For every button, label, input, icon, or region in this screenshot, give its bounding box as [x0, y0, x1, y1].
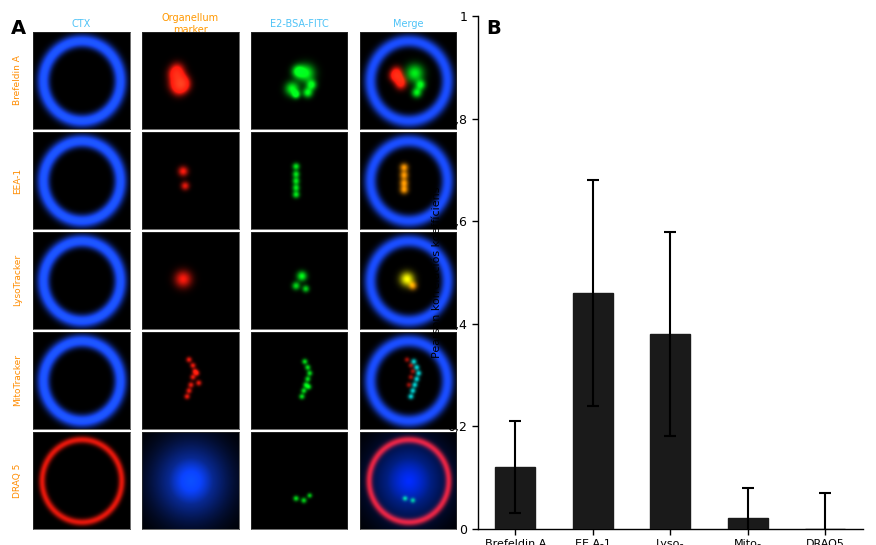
Text: Organellum
marker: Organellum marker	[162, 13, 219, 35]
Text: EEA-1: EEA-1	[13, 167, 22, 193]
Bar	[495, 467, 535, 529]
Y-axis label: Pearson korrelációs koeffíciens: Pearson korrelációs koeffíciens	[432, 187, 442, 358]
Text: MitoTracker: MitoTracker	[13, 354, 22, 407]
Bar	[728, 518, 768, 529]
Text: Brefeldin A: Brefeldin A	[13, 56, 22, 106]
Text: CTX: CTX	[72, 19, 91, 29]
Text: Merge: Merge	[392, 19, 423, 29]
Bar	[573, 293, 613, 529]
Text: DRAQ 5: DRAQ 5	[13, 463, 22, 498]
Text: E2-BSA-FITC: E2-BSA-FITC	[270, 19, 328, 29]
Bar	[650, 334, 690, 529]
Text: LysoTracker: LysoTracker	[13, 255, 22, 306]
Text: A: A	[11, 19, 25, 38]
Text: B: B	[486, 19, 501, 38]
